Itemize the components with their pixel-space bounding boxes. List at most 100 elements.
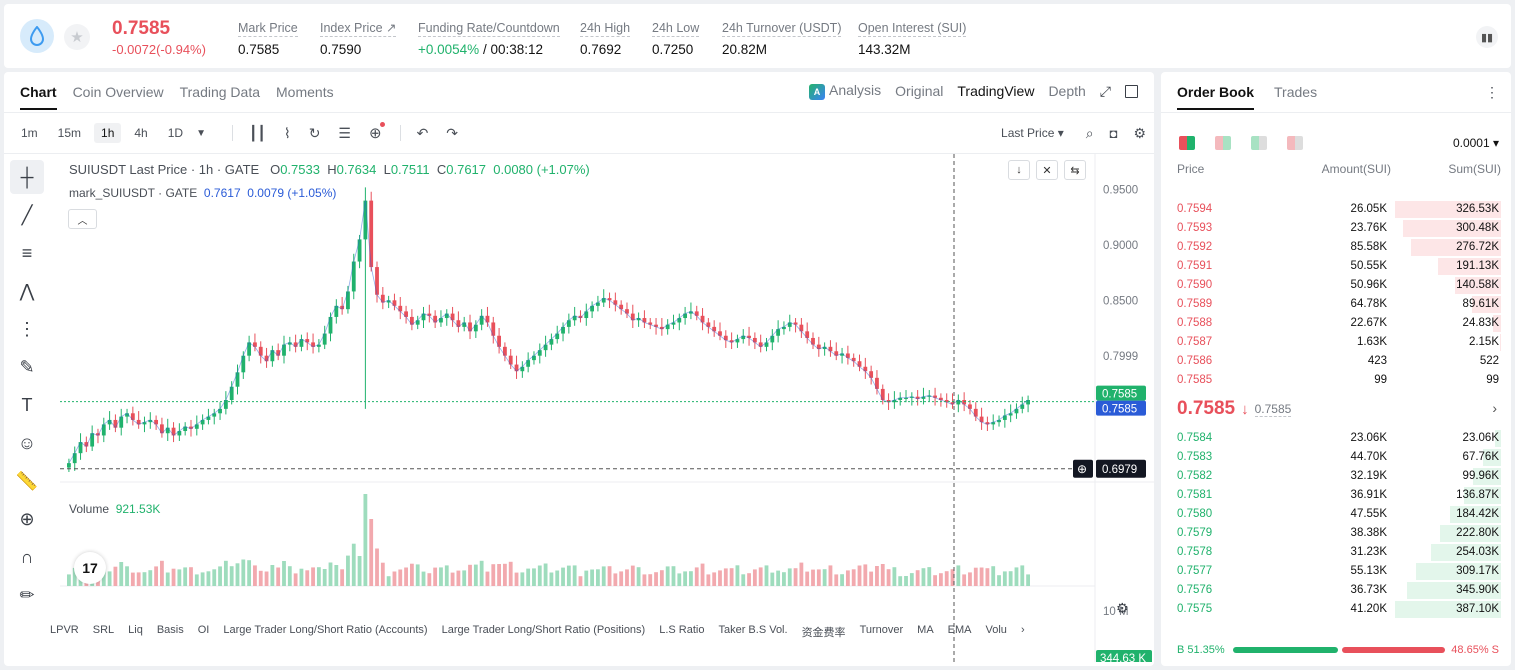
refresh-icon[interactable]: ↻ — [308, 124, 321, 141]
trend-line-icon[interactable]: ╱ — [21, 204, 33, 225]
volume-bar — [1008, 571, 1013, 586]
compress-icon[interactable]: ✕ — [1036, 160, 1058, 180]
tab-original[interactable]: Original — [895, 83, 944, 99]
indicator-item[interactable]: Large Trader Long/Short Ratio (Positions… — [441, 624, 646, 636]
horizontal-lines-icon[interactable]: ≡ — [21, 242, 33, 263]
both-sides-icon[interactable] — [1179, 136, 1195, 150]
ask-row[interactable]: 0.7594 26.05K 326.53K — [1161, 200, 1511, 219]
candle-type-icon[interactable]: ┃┃ — [248, 124, 266, 141]
bid-row[interactable]: 0.7579 38.38K 222.80K — [1161, 524, 1511, 543]
window-icon[interactable] — [1125, 84, 1138, 98]
bid-row[interactable]: 0.7580 47.55K 184.42K — [1161, 505, 1511, 524]
indicator-item[interactable]: SRL — [92, 624, 115, 636]
chart-settings-icon[interactable]: ⚙ — [1116, 600, 1129, 616]
book-icon[interactable]: ▮▮ — [1476, 26, 1498, 48]
bids-only-icon[interactable] — [1251, 136, 1267, 150]
ask-row[interactable]: 0.7590 50.96K 140.58K — [1161, 276, 1511, 295]
indicator-item[interactable]: OI — [197, 624, 210, 636]
indicator-item[interactable]: MA — [917, 624, 934, 636]
candle — [258, 346, 263, 356]
indicator-item[interactable]: EMA — [947, 624, 972, 636]
chevron-right-icon[interactable]: › — [1020, 624, 1025, 636]
bids-asks-icon[interactable] — [1215, 136, 1231, 150]
template-icon[interactable]: ☰ — [338, 124, 351, 141]
tab-coin-overview[interactable]: Coin Overview — [72, 84, 164, 100]
ruler-icon[interactable]: 📏 — [15, 470, 39, 491]
timeframe-dropdown-icon[interactable]: ▼ — [196, 127, 206, 139]
tab-tradingview[interactable]: TradingView — [957, 83, 1035, 99]
indicator-item[interactable]: Volu — [985, 624, 1007, 636]
bid-row[interactable]: 0.7577 55.13K 309.17K — [1161, 562, 1511, 581]
magnet-icon[interactable]: ∩ — [20, 546, 34, 567]
ask-row[interactable]: 0.7589 64.78K 89.61K — [1161, 295, 1511, 314]
bid-row[interactable]: 0.7581 36.91K 136.87K — [1161, 486, 1511, 505]
bid-sum: 136.87K — [1456, 489, 1499, 501]
indicator-chart-icon[interactable]: ⌇ — [283, 124, 291, 141]
ask-row[interactable]: 0.7593 23.76K 300.48K — [1161, 219, 1511, 238]
undo-icon[interactable]: ↶ — [416, 124, 429, 141]
pattern-icon[interactable]: ⋀ — [19, 280, 35, 301]
timeframe-1h[interactable]: 1h — [94, 123, 122, 143]
ask-amount: 85.58K — [1350, 241, 1387, 253]
indicator-item[interactable]: Large Trader Long/Short Ratio (Accounts) — [223, 624, 428, 636]
brush-icon[interactable]: ✎ — [19, 356, 35, 377]
candle — [322, 333, 327, 345]
precision-select[interactable]: 0.0001 ▾ — [1452, 136, 1499, 150]
indicator-item[interactable]: LPVR — [50, 624, 79, 636]
bid-row[interactable]: 0.7575 41.20K 387.10K — [1161, 600, 1511, 619]
indicator-item[interactable]: L.S Ratio — [659, 624, 705, 636]
fib-icon[interactable]: ⋮ — [18, 318, 36, 339]
expand-icon[interactable]: ⤢ — [1099, 82, 1111, 99]
camera-icon[interactable]: ◘ — [1109, 125, 1118, 141]
indicator-item[interactable]: Turnover — [859, 624, 904, 636]
tab-analysis[interactable]: A Analysis — [809, 82, 881, 100]
more-menu-icon[interactable]: ⋮ — [1485, 84, 1499, 100]
tradingview-logo[interactable]: 17 — [74, 552, 106, 584]
settings-gear-icon[interactable]: ⚙ — [1133, 124, 1146, 141]
chevron-right-icon[interactable]: › — [1492, 400, 1497, 416]
indicator-item[interactable]: 资金费率 — [801, 627, 846, 639]
stat-index-price[interactable]: Index Price ↗ 0.7590 — [320, 21, 397, 57]
ask-row[interactable]: 0.7588 22.67K 24.83K — [1161, 314, 1511, 333]
bid-row[interactable]: 0.7578 31.23K 254.03K — [1161, 543, 1511, 562]
timeframe-4h[interactable]: 4h — [134, 126, 148, 140]
tab-order-book[interactable]: Order Book — [1177, 84, 1255, 110]
timeframe-1d[interactable]: 1D — [167, 126, 184, 140]
tab-moments[interactable]: Moments — [276, 84, 334, 100]
bid-row[interactable]: 0.7582 32.19K 99.96K — [1161, 467, 1511, 486]
candle — [340, 305, 345, 310]
indicator-item[interactable]: Liq — [128, 624, 143, 636]
indicator-item[interactable]: Taker B.S Vol. — [718, 624, 788, 636]
ask-row[interactable]: 0.7587 1.63K 2.15K — [1161, 333, 1511, 352]
tab-chart[interactable]: Chart — [20, 84, 57, 110]
emoji-icon[interactable]: ☺ — [17, 432, 37, 453]
bid-row[interactable]: 0.7583 44.70K 67.76K — [1161, 448, 1511, 467]
ask-row[interactable]: 0.7586 423 522 — [1161, 352, 1511, 371]
fullscreen-icon[interactable]: ⇆ — [1064, 160, 1086, 180]
candlestick-chart[interactable]: 0.95000.90000.85000.79990.74990.75850.75… — [60, 154, 1154, 662]
redo-icon[interactable]: ↷ — [446, 124, 459, 141]
tab-trading-data[interactable]: Trading Data — [179, 84, 261, 100]
depth-bar — [1473, 468, 1501, 485]
scroll-down-icon[interactable]: ↓ — [1008, 160, 1030, 180]
bid-row[interactable]: 0.7576 36.73K 345.90K — [1161, 581, 1511, 600]
crosshair-icon[interactable]: ┼ — [10, 160, 44, 194]
collapse-legend-button[interactable]: ︿ — [68, 209, 97, 229]
timeframe-1m[interactable]: 1m — [21, 126, 38, 140]
ask-row[interactable]: 0.7585 99 99 — [1161, 371, 1511, 390]
ask-row[interactable]: 0.7591 50.55K 191.13K — [1161, 257, 1511, 276]
favorite-star-icon[interactable]: ★ — [64, 24, 90, 50]
tab-depth[interactable]: Depth — [1048, 83, 1086, 99]
timeframe-15m[interactable]: 15m — [57, 126, 82, 140]
price-type-select[interactable]: Last Price ▾ — [1001, 126, 1064, 140]
pencil-lock-icon[interactable]: ✏ — [19, 584, 35, 605]
asks-only-icon[interactable] — [1287, 136, 1303, 150]
indicator-item[interactable]: Basis — [156, 624, 184, 636]
bid-row[interactable]: 0.7584 23.06K 23.06K — [1161, 429, 1511, 448]
zoom-in-icon[interactable]: ⊕ — [19, 508, 35, 529]
ask-row[interactable]: 0.7592 85.58K 276.72K — [1161, 238, 1511, 257]
search-icon[interactable]: ⌕ — [1085, 124, 1094, 141]
add-indicator-icon[interactable]: ⊕ — [369, 122, 385, 142]
tab-trades[interactable]: Trades — [1274, 84, 1318, 100]
text-tool-icon[interactable]: T — [21, 394, 33, 415]
